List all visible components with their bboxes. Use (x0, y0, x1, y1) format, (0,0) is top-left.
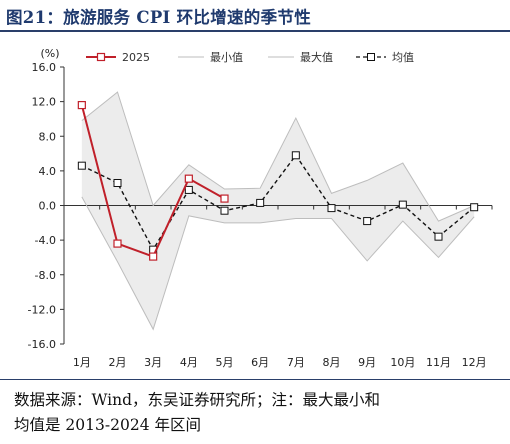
point-2025 (113, 239, 122, 248)
y-unit-label: (%) (40, 47, 59, 60)
x-tick-label: 2月 (109, 356, 127, 369)
mean-point (184, 185, 193, 194)
y-tick-label: -8.0 (35, 269, 56, 282)
source-line-2: 均值是 2013-2024 年区间 (14, 416, 201, 434)
x-tick-label: 6月 (251, 356, 269, 369)
mean-point (327, 204, 336, 213)
x-tick-label: 1月 (73, 356, 91, 369)
mean-point (398, 200, 407, 209)
point-2025 (220, 194, 229, 203)
mean-point (434, 232, 443, 241)
legend-marker-2025 (96, 52, 106, 62)
series-line-max (81, 91, 475, 222)
y-tick-label: -4.0 (35, 234, 56, 247)
axes: 16.0 12.0 8.0 4.0 0.0 -4.0 -8.0 -12.0 -16.0 (%) 1月… (28, 47, 493, 369)
x-tick-label: 8月 (323, 356, 341, 369)
y-tick-label: 0.0 (39, 200, 57, 213)
x-tick-label: 9月 (358, 356, 376, 369)
seasonality-line-chart: 16.0 12.0 8.0 4.0 0.0 -4.0 -8.0 -12.0 -16.0 (%) 1月… (28, 47, 493, 369)
mean-point (291, 151, 300, 160)
bottom-rule (0, 379, 510, 380)
y-tick-label: -12.0 (28, 303, 56, 316)
figure-title: 图21：旅游服务 CPI 环比增速的季节性 (6, 8, 312, 27)
x-tick-label: 12月 (462, 356, 487, 369)
mean-point (256, 198, 265, 207)
mean-point (77, 161, 86, 170)
point-2025 (149, 252, 158, 261)
legend-label: 均值 (392, 51, 414, 64)
x-tick-label: 4月 (180, 356, 198, 369)
source-note: 数据来源：Wind，东吴证券研究所；注：最大最小和 均值是 2013-2024 … (14, 388, 504, 438)
point-2025 (77, 100, 86, 110)
point-2025 (184, 174, 193, 183)
series-line-min (81, 196, 475, 331)
x-tick-label: 5月 (216, 356, 234, 369)
y-tick-label: 16.0 (32, 61, 57, 74)
top-rule (0, 30, 510, 32)
y-tick-label: 12.0 (32, 96, 57, 109)
mean-point (470, 203, 479, 212)
legend[interactable]: 2025 最小值 最大值 均值 (86, 50, 414, 64)
series-line-mean (81, 154, 475, 252)
x-tick-label: 7月 (287, 356, 305, 369)
x-tick-label: 10月 (390, 356, 415, 369)
min-max-band (81, 92, 475, 330)
mean-point (220, 206, 229, 215)
x-tick-label: 11月 (426, 356, 451, 369)
legend-label: 2025 (122, 51, 150, 64)
y-tick-label: 4.0 (39, 165, 57, 178)
mean-point (363, 217, 372, 226)
y-tick-label: -16.0 (28, 338, 56, 351)
legend-label: 最大值 (300, 50, 333, 64)
x-tick-label: 3月 (144, 356, 162, 369)
y-tick-label: 8.0 (39, 130, 57, 143)
series-lines (77, 91, 479, 331)
legend-marker-mean (367, 53, 375, 61)
source-line-1: 数据来源：Wind，东吴证券研究所；注：最大最小和 (14, 391, 381, 409)
legend-label: 最小值 (210, 51, 243, 64)
mean-point (113, 178, 122, 187)
band-area (81, 92, 475, 330)
